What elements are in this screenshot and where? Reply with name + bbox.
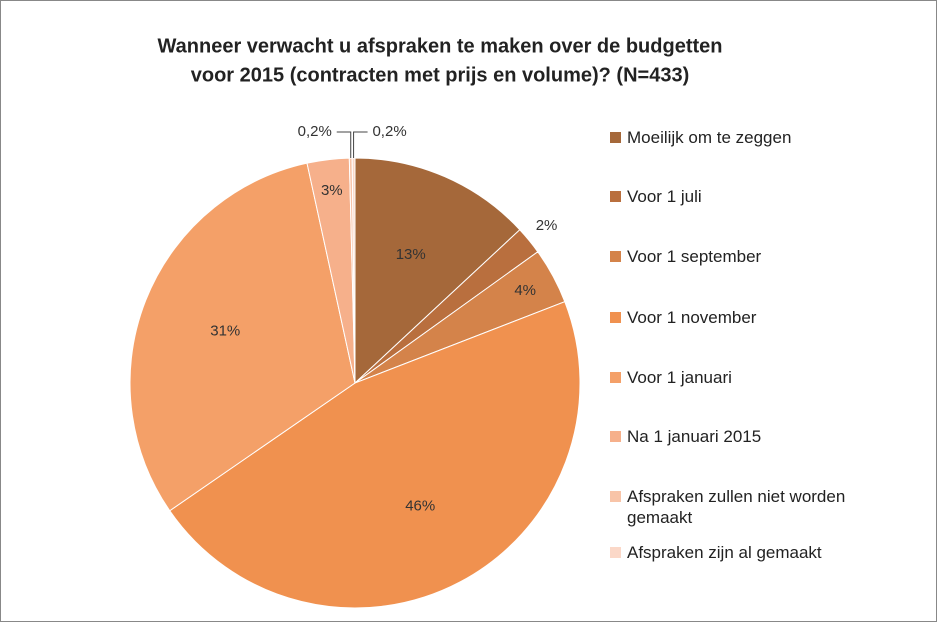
legend-label: Na 1 januari 2015 (627, 427, 762, 446)
legend-swatch (610, 547, 621, 558)
legend-swatch (610, 312, 621, 323)
legend-item: Na 1 januari 2015 (610, 426, 910, 447)
legend-item: Voor 1 september (610, 246, 910, 267)
pie-slice (169, 301, 581, 609)
legend-item: Voor 1 juli (610, 186, 910, 207)
data-label: 2% (536, 217, 558, 234)
data-label: 0,2% (298, 123, 332, 140)
legend-label: Afspraken zijn al gemaakt (627, 543, 822, 562)
pie-slice (354, 157, 521, 385)
legend-swatch (610, 191, 621, 202)
pie-slice (129, 162, 356, 512)
chart-title: Wanneer verwacht u afspraken te maken ov… (158, 35, 723, 57)
legend-swatch (610, 372, 621, 383)
legend-label: Afspraken zullen niet worden gemaakt (627, 487, 846, 527)
legend-label: Voor 1 januari (627, 368, 732, 387)
legend-swatch (610, 132, 621, 143)
data-label: 0,2% (372, 123, 406, 140)
data-label: 46% (405, 497, 435, 514)
legend-item: Voor 1 januari (610, 367, 910, 388)
data-label: 31% (210, 323, 240, 340)
legend-item: Afspraken zullen niet worden gemaakt (610, 486, 910, 528)
legend-item: Moeilijk om te zeggen (610, 127, 910, 148)
legend-label: Voor 1 september (627, 247, 762, 266)
legend-label: Voor 1 juli (627, 187, 702, 206)
legend-label: Moeilijk om te zeggen (627, 128, 792, 147)
legend-item: Afspraken zijn al gemaakt (610, 542, 910, 563)
data-label: 3% (321, 182, 343, 199)
legend-item: Voor 1 november (610, 307, 910, 328)
legend-swatch (610, 251, 621, 262)
leader-line (336, 131, 352, 159)
data-label: 4% (514, 282, 536, 299)
chart-title: voor 2015 (contracten met prijs en volum… (191, 64, 690, 86)
legend-swatch (610, 431, 621, 442)
data-label: 13% (396, 246, 426, 263)
legend-swatch (610, 491, 621, 502)
legend-label: Voor 1 november (627, 308, 757, 327)
leader-line (353, 131, 368, 159)
